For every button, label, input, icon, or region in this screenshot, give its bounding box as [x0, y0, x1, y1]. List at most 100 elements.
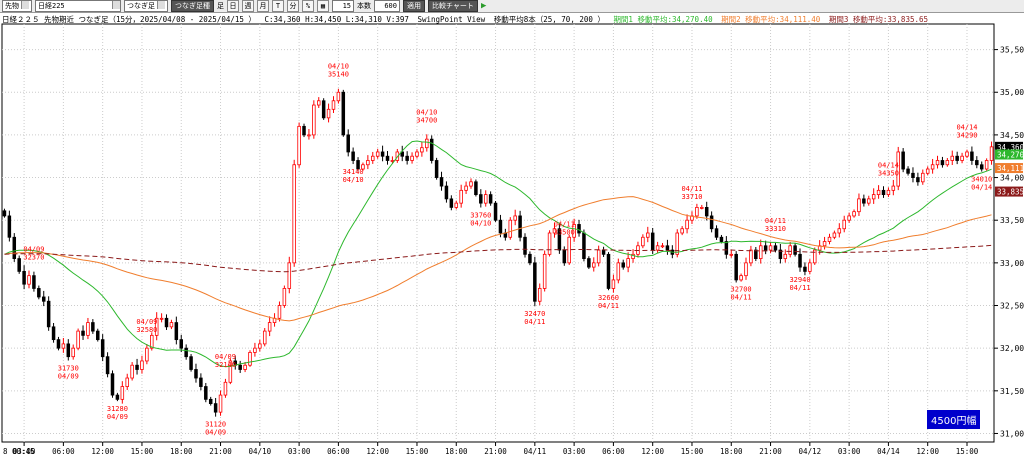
- price-tag: 34,270: [995, 149, 1024, 160]
- percent-icon[interactable]: %: [302, 0, 314, 12]
- tick-icon[interactable]: T: [272, 0, 284, 12]
- candle-body: [434, 160, 439, 178]
- swing-date: 04/11: [731, 294, 752, 302]
- candle-body: [739, 275, 743, 281]
- bars-input[interactable]: 600: [374, 0, 400, 12]
- swing-price: 31730: [58, 365, 79, 373]
- candle-body: [366, 160, 370, 166]
- market-select[interactable]: 先物: [2, 0, 32, 12]
- swing-price: 32580: [136, 326, 157, 334]
- view-label: SwingPoint View: [417, 15, 486, 24]
- swing-date: 04/09: [136, 318, 157, 326]
- candle-body: [71, 347, 75, 358]
- price-tag-label: 34,360: [997, 143, 1024, 152]
- y-axis: 31,000 31,500 32,000 32,500 33,000 33,500 34,0…: [994, 46, 1024, 438]
- candle-body: [326, 108, 331, 119]
- candle-body: [911, 172, 915, 178]
- daily-icon[interactable]: 日: [227, 0, 239, 12]
- candle-body: [385, 155, 390, 161]
- candle-body: [758, 245, 763, 259]
- candle-body: [930, 164, 935, 170]
- candle-body: [695, 207, 699, 217]
- chart-title: 日経２２５ 先物期近 つなぎ足（15分，2025/04/08 - 2025/04…: [2, 15, 256, 24]
- swing-price: 34290: [956, 132, 977, 140]
- apply-button[interactable]: 適用: [403, 0, 425, 12]
- candle-body: [744, 262, 748, 277]
- candle-body: [714, 228, 719, 238]
- candle-body: [984, 160, 989, 170]
- candle-body: [773, 245, 778, 251]
- price-tag-bg: [995, 141, 1023, 152]
- candle-body: [96, 330, 100, 341]
- candle-body: [169, 322, 174, 328]
- candle-body: [120, 386, 125, 400]
- candle-body: [66, 343, 71, 358]
- candle-body: [287, 262, 292, 289]
- candle-body: [867, 198, 871, 204]
- candle-body: [292, 164, 296, 264]
- candle-body: [960, 155, 964, 161]
- swing-date: 04/09: [23, 246, 44, 254]
- moving-averages: [4, 140, 992, 368]
- candle-body: [302, 125, 306, 136]
- x-tick-label: 15:00: [131, 447, 154, 456]
- price-tag-label: 33,835: [997, 188, 1024, 197]
- chevron-down-icon: [157, 1, 165, 9]
- candle-body: [596, 249, 601, 264]
- candle-body: [420, 147, 424, 153]
- candle-body: [115, 394, 120, 400]
- candle-body: [100, 339, 105, 358]
- y-tick-label: 35,500: [1000, 46, 1024, 55]
- flag-icon[interactable]: ▶: [480, 1, 487, 11]
- candlestick-chart[interactable]: 04/09323703173004/093128004/0904/0932580…: [0, 22, 1024, 459]
- candle-body: [405, 155, 409, 161]
- candle-body: [400, 151, 404, 157]
- symbol-select[interactable]: 日経225: [35, 0, 121, 12]
- weekly-icon[interactable]: 週: [242, 0, 254, 12]
- x-tick-label: 06:00: [602, 447, 625, 456]
- swing-date: 04/09: [205, 429, 226, 437]
- candle-body: [32, 275, 36, 289]
- candle-body: [641, 236, 645, 247]
- candle-body: [321, 100, 326, 119]
- session-select[interactable]: つなぎ足: [124, 0, 168, 12]
- swing-date: 04/10: [328, 63, 349, 71]
- candle-body: [547, 232, 552, 255]
- candle-body: [145, 347, 149, 362]
- candle-body: [415, 151, 419, 157]
- candle-body: [925, 168, 930, 174]
- candle-body: [734, 253, 738, 281]
- minute-icon[interactable]: 分: [287, 0, 299, 12]
- candle-body: [665, 245, 670, 251]
- price-tag: 33,835: [995, 186, 1024, 197]
- candle-body: [729, 253, 734, 256]
- continuous-button[interactable]: つなぎ足種: [171, 0, 214, 12]
- candle-body: [307, 134, 311, 137]
- candle-body: [282, 288, 287, 306]
- candle-body: [906, 168, 910, 174]
- monthly-icon[interactable]: 月: [257, 0, 269, 12]
- candle-body: [444, 185, 449, 200]
- candle-body: [754, 249, 758, 259]
- candle-body: [719, 236, 724, 242]
- compare-button[interactable]: 比較チャート: [428, 0, 478, 12]
- y-tick-label: 34,000: [1000, 174, 1024, 183]
- candle-body: [685, 219, 689, 230]
- swing-price: 32660: [598, 294, 619, 302]
- candle-body: [91, 322, 95, 332]
- x-tick-label: 04/10: [249, 447, 272, 456]
- timeframe-input[interactable]: 15: [332, 0, 354, 12]
- candle-body: [390, 160, 395, 162]
- swing-price: 33500: [554, 228, 575, 236]
- candle-body: [86, 322, 90, 336]
- candle-body: [842, 219, 846, 230]
- x-tick-label: 03:00: [563, 447, 586, 456]
- candle-body: [827, 236, 832, 242]
- ohlc-readout: C:34,360 H:34,450 L:34,310 V:397: [264, 15, 409, 24]
- grid-icon[interactable]: ▦: [317, 0, 329, 12]
- swing-price: 32470: [524, 310, 545, 318]
- candle-body: [469, 181, 473, 187]
